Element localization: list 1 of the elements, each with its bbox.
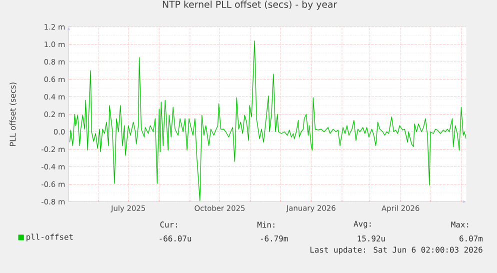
chart-title: NTP kernel PLL offset (secs) - by year: [162, 0, 338, 10]
